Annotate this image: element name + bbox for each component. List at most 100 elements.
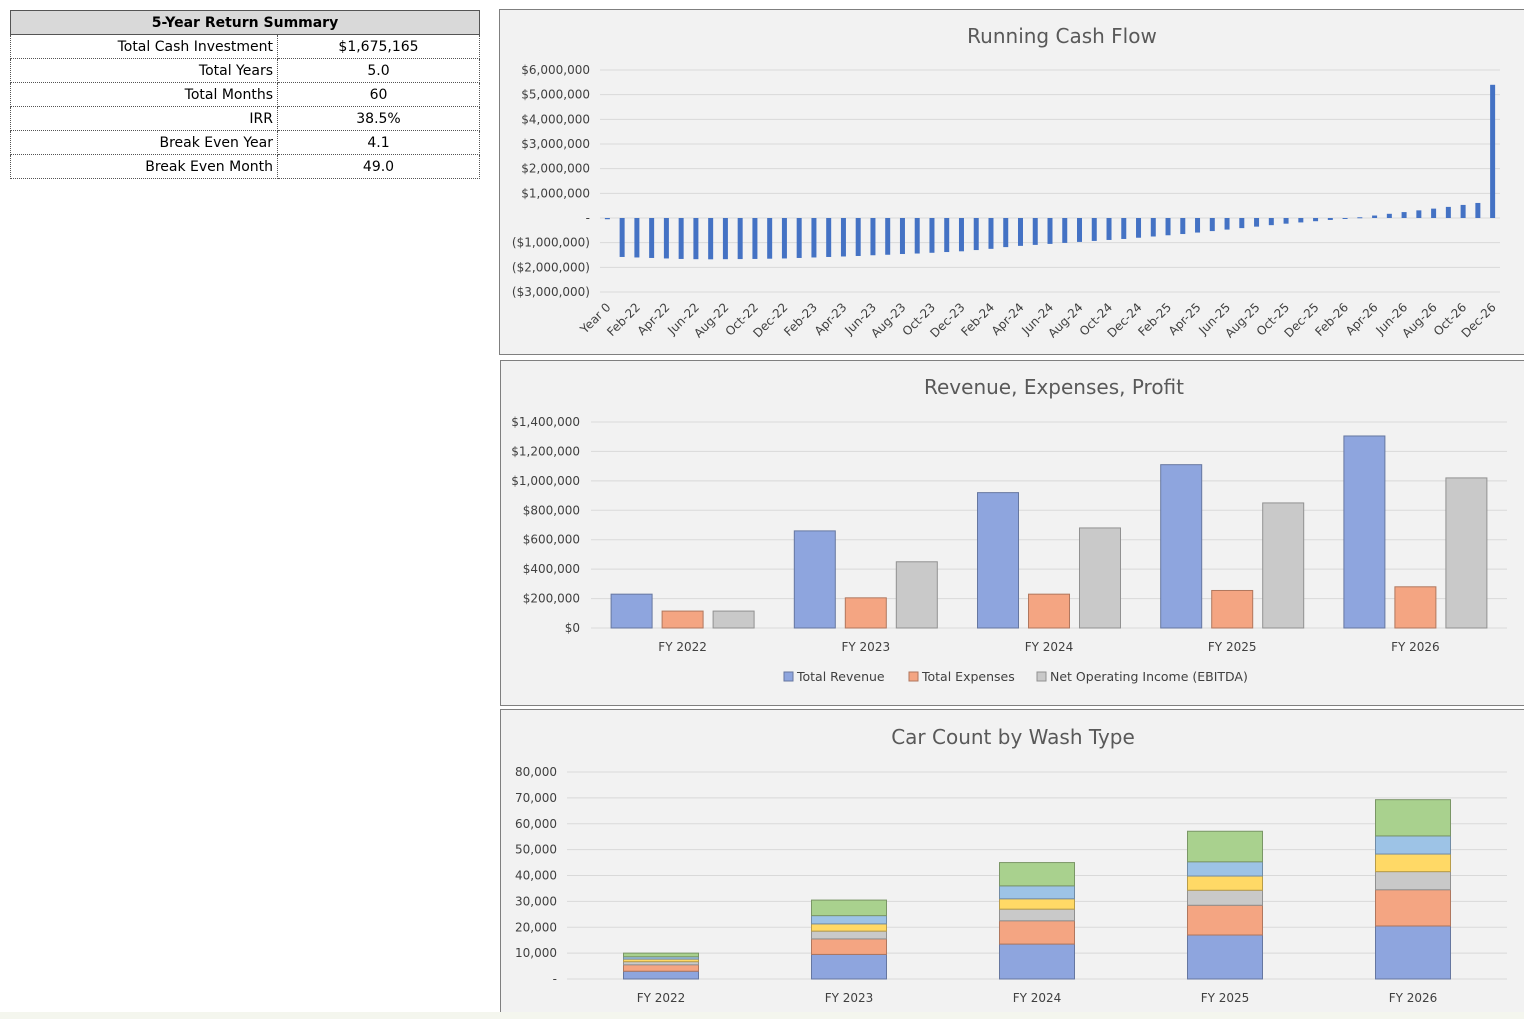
- summary-value: $1,675,165: [277, 34, 480, 59]
- cash-flow-bar: [885, 218, 891, 255]
- y-tick-label: ($2,000,000): [512, 260, 590, 274]
- cash-flow-bar: [1401, 212, 1407, 218]
- y-tick-label: 60,000: [515, 817, 557, 831]
- x-tick-label: Apr-22: [635, 300, 673, 338]
- legend-label: Total Revenue: [796, 669, 885, 684]
- bar-net-operating-income-ebitda: [1079, 527, 1121, 629]
- x-tick-label: Feb-25: [1135, 300, 1174, 339]
- summary-label: Total Cash Investment: [10, 34, 278, 59]
- stacked-segment: [1187, 875, 1263, 891]
- y-tick-label: 40,000: [515, 869, 557, 883]
- stacked-segment: [999, 862, 1075, 887]
- y-tick-label: $800,000: [523, 503, 580, 517]
- cash-flow-bar: [811, 218, 817, 258]
- bar-total-revenue: [793, 530, 836, 629]
- y-tick-label: 10,000: [515, 946, 557, 960]
- x-tick-label: Apr-26: [1343, 300, 1381, 338]
- cash-flow-bar: [649, 218, 655, 258]
- cash-flow-bar: [619, 218, 625, 257]
- cash-flow-bar: [663, 218, 669, 259]
- x-tick-label: Apr-23: [812, 300, 850, 338]
- cash-flow-bar: [899, 218, 905, 255]
- y-tick-label: ($1,000,000): [512, 236, 590, 250]
- stacked-segment: [1187, 830, 1263, 863]
- bar-total-revenue: [1343, 435, 1386, 629]
- legend-label: Total Expenses: [921, 669, 1015, 684]
- x-tick-label: FY 2025: [1201, 991, 1250, 1005]
- cash-flow-bar: [634, 218, 640, 258]
- x-tick-label: Apr-24: [989, 300, 1027, 338]
- stacked-segment: [1375, 925, 1451, 980]
- y-tick-label: ($3,000,000): [512, 285, 590, 299]
- bar-total-revenue: [610, 593, 653, 629]
- cash-flow-bar: [944, 218, 950, 253]
- cash-flow-bar: [1386, 213, 1392, 218]
- cash-flow-bar: [914, 218, 920, 254]
- x-tick-label: FY 2025: [1208, 640, 1257, 654]
- bar-total-expenses: [1211, 589, 1254, 629]
- stacked-segment: [999, 885, 1075, 900]
- summary-value: 5.0: [277, 58, 480, 83]
- bar-total-expenses: [1028, 593, 1070, 629]
- summary-value: 4.1: [277, 130, 480, 155]
- summary-label: Total Years: [10, 58, 278, 83]
- summary-value: 60: [277, 82, 480, 107]
- bar-total-revenue: [1160, 464, 1203, 629]
- y-tick-label: 70,000: [515, 791, 557, 805]
- x-tick-label: Feb-24: [958, 300, 997, 339]
- cash-flow-bar: [826, 218, 832, 257]
- revenue-expenses-profit-chart: Revenue, Expenses, Profit $0 $200,000 $400,…: [500, 360, 1524, 706]
- cash-flow-bar: [1091, 218, 1097, 241]
- summary-value: 49.0: [277, 154, 480, 179]
- cash-flow-bar: [1239, 218, 1245, 229]
- cash-flow-bar: [1254, 218, 1260, 227]
- cash-flow-bar: [1003, 218, 1009, 248]
- cash-flow-bar: [840, 218, 846, 257]
- cash-flow-bar: [1268, 218, 1274, 226]
- cash-flow-bar: [767, 218, 773, 259]
- bar-net-operating-income-ebitda: [1262, 502, 1305, 629]
- car-count-chart: Car Count by Wash Type - 10,000 20,000 30,00…: [500, 709, 1524, 1015]
- cash-flow-bar: [1017, 218, 1023, 246]
- stacked-segment: [811, 923, 887, 932]
- cash-flow-bar: [678, 218, 684, 259]
- stacked-segment: [1375, 799, 1451, 837]
- stacked-segment: [999, 908, 1075, 922]
- cash-flow-bar: [693, 218, 699, 260]
- cash-flow-bar: [1431, 208, 1437, 218]
- bar-total-expenses: [1394, 586, 1437, 629]
- stacked-segment: [999, 943, 1075, 980]
- chart-title: Running Cash Flow: [967, 24, 1157, 48]
- cash-flow-bar: [958, 218, 964, 252]
- chart-title: Revenue, Expenses, Profit: [924, 375, 1184, 399]
- cash-flow-bar: [752, 218, 758, 259]
- y-tick-label: -: [553, 972, 557, 986]
- bar-net-operating-income-ebitda: [895, 561, 938, 629]
- y-tick-label: $600,000: [523, 533, 580, 547]
- running-cash-flow-svg: Running Cash Flow $6,000,000 $5,000,000 $4,…: [512, 24, 1500, 341]
- cash-flow-bar: [929, 218, 935, 253]
- cash-flow-bar: [708, 218, 714, 260]
- summary-label: Break Even Month: [10, 154, 278, 179]
- return-summary-table: 5-Year Return Summary Total Cash Investm…: [10, 10, 480, 179]
- y-tick-label: $400,000: [523, 562, 580, 576]
- cash-flow-bar: [1077, 218, 1083, 242]
- bar-total-revenue: [977, 492, 1019, 629]
- cash-flow-bar: [973, 218, 979, 251]
- revenue-expenses-profit-svg: Revenue, Expenses, Profit $0 $200,000 $400,…: [511, 375, 1507, 684]
- x-tick-label: FY 2023: [842, 640, 891, 654]
- cash-flow-bar: [1416, 210, 1422, 218]
- summary-row: Total Months 60: [10, 82, 480, 107]
- x-tick-label: FY 2024: [1025, 640, 1074, 654]
- car-count-svg: Car Count by Wash Type - 10,000 20,000 30,00…: [515, 725, 1507, 1005]
- cash-flow-bar: [1165, 218, 1171, 236]
- x-tick-label: Feb-26: [1312, 300, 1351, 339]
- x-tick-label: Feb-22: [604, 300, 643, 339]
- cash-flow-bar: [855, 218, 861, 256]
- x-tick-label: Apr-25: [1166, 300, 1204, 338]
- summary-title: 5-Year Return Summary: [10, 10, 480, 35]
- legend-swatch: [1036, 671, 1047, 682]
- y-tick-label: $5,000,000: [521, 88, 590, 102]
- bar-total-expenses: [661, 610, 704, 629]
- stacked-segment: [811, 915, 887, 925]
